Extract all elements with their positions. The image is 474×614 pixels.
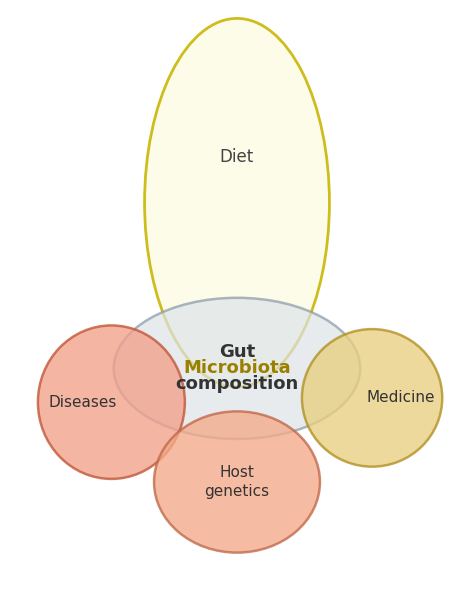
Ellipse shape	[38, 325, 185, 479]
Ellipse shape	[302, 329, 442, 467]
Ellipse shape	[154, 411, 320, 553]
Text: Host
genetics: Host genetics	[204, 465, 270, 499]
Text: Medicine: Medicine	[366, 391, 435, 405]
Text: Diseases: Diseases	[49, 395, 117, 410]
Ellipse shape	[114, 298, 360, 439]
Text: Gut: Gut	[219, 343, 255, 362]
Text: Microbiota: Microbiota	[183, 359, 291, 378]
Ellipse shape	[145, 18, 329, 387]
Text: composition: composition	[175, 375, 299, 394]
Text: Diet: Diet	[220, 147, 254, 166]
